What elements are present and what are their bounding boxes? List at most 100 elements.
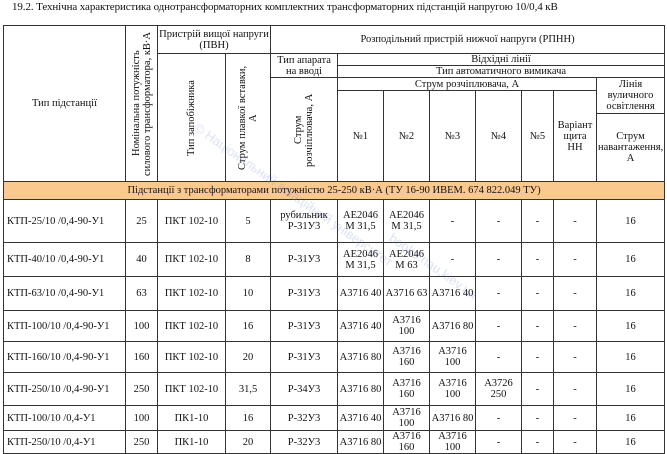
- cell-type: КТП-63/10 /0,4-90-У1: [3, 276, 126, 311]
- cell-line-5: -: [521, 242, 554, 277]
- table-row: КТП-63/10 /0,4-90-У1 63 ПКТ 102-10 10 Р-31У3…: [3, 276, 666, 311]
- table-title: 19.2. Технічна характеристика однотрансф…: [12, 1, 558, 13]
- cell-type: КТП-160/10 /0,4-90-У1: [3, 341, 126, 373]
- cell-input-apparatus: Р-32У3: [270, 405, 338, 431]
- table-row: КТП-100/10 /0,4-90-У1 100 ПКТ 102-10 16 Р-31…: [3, 310, 666, 342]
- cell-panel-variant: -: [553, 310, 597, 342]
- cell-power: 100: [125, 310, 158, 342]
- cell-input-apparatus: Р-31У3: [270, 310, 338, 342]
- cell-line-1: А3716 80: [337, 372, 384, 406]
- cell-line-3: А3716 80: [429, 310, 476, 342]
- cell-line-5: -: [521, 276, 554, 311]
- cell-line-3: -: [429, 199, 476, 243]
- cell-load-current: 16: [595, 199, 666, 243]
- cell-panel-variant: -: [553, 430, 597, 454]
- cell-power: 25: [125, 199, 158, 243]
- header-input-apparatus: Тип апарата на вводі: [270, 53, 338, 78]
- cell-line-2: А3716 63: [383, 276, 430, 311]
- header-n4: №4: [475, 90, 522, 182]
- table-row: КТП-250/10 /0,4-90-У1 250 ПКТ 102-10 31,5 Р-…: [3, 372, 666, 406]
- header-rpnn: Розподільний пристрій нижчої напруги (РП…: [269, 25, 666, 54]
- cell-load-current: 16: [595, 405, 666, 431]
- table-row: КТП-40/10 /0,4-90-У1 40 ПКТ 102-10 8 Р-31У3 А…: [3, 242, 666, 277]
- cell-panel-variant: -: [553, 341, 597, 373]
- cell-panel-variant: -: [553, 199, 597, 243]
- cell-power: 250: [125, 430, 158, 454]
- cell-load-current: 16: [595, 372, 666, 406]
- cell-line-5: -: [521, 341, 554, 373]
- cell-panel-variant: -: [553, 372, 597, 406]
- header-type: Тип підстанції: [3, 25, 126, 182]
- cell-input-apparatus: Р-32У3: [270, 430, 338, 454]
- cell-power: 250: [125, 372, 158, 406]
- header-release-current-input: Струм розчіплювача, А: [270, 77, 338, 182]
- cell-fuse-current: 20: [225, 430, 271, 454]
- section-band: Підстанції з трансформаторами потужністю…: [2, 181, 666, 200]
- cell-input-apparatus: Р-31У3: [270, 341, 338, 373]
- header-load-current: Струм навантаження, А: [595, 113, 666, 182]
- cell-line-5: -: [521, 199, 554, 243]
- cell-fuse-current: 20: [225, 341, 271, 373]
- cell-panel-variant: -: [553, 276, 597, 311]
- cell-line-4: -: [475, 341, 522, 373]
- cell-line-2: АЕ2046 М 63: [383, 242, 430, 277]
- cell-line-1: А3716 80: [337, 341, 384, 373]
- cell-line-1: А3716 80: [337, 430, 384, 454]
- cell-power: 63: [125, 276, 158, 311]
- cell-panel-variant: -: [553, 405, 597, 431]
- cell-load-current: 16: [595, 242, 666, 277]
- cell-load-current: 16: [595, 430, 666, 454]
- cell-fuse-current: 16: [225, 405, 271, 431]
- cell-fuse-type: ПКТ 102-10: [157, 341, 226, 373]
- cell-fuse-type: ПК1-10: [157, 405, 226, 431]
- header-pvn: Пристрій вищої напруги (ПВН): [157, 25, 271, 54]
- cell-fuse-type: ПКТ 102-10: [157, 199, 226, 243]
- cell-line-3: А3716 100: [429, 341, 476, 373]
- cell-panel-variant: -: [553, 242, 597, 277]
- header-fuse-current: Струм плавкої вставки, А: [225, 53, 271, 182]
- cell-line-3: А3716 100: [429, 430, 476, 454]
- cell-line-4: -: [475, 310, 522, 342]
- table-row: КТП-250/10 /0,4-У1 250 ПК1-10 20 Р-32У3 А3716…: [3, 430, 666, 454]
- cell-fuse-current: 31,5: [225, 372, 271, 406]
- cell-type: КТП-25/10 /0,4-90-У1: [3, 199, 126, 243]
- cell-fuse-current: 10: [225, 276, 271, 311]
- cell-line-5: -: [521, 310, 554, 342]
- cell-line-2: А3716 100: [383, 310, 430, 342]
- header-breaker-type: Тип автоматичного вимикача: [336, 65, 666, 78]
- cell-input-apparatus: Р-31У3: [270, 276, 338, 311]
- cell-line-2: А3716 160: [383, 430, 430, 454]
- cell-line-5: -: [521, 405, 554, 431]
- cell-type: КТП-100/10 /0,4-У1: [3, 405, 126, 431]
- cell-load-current: 16: [595, 276, 666, 311]
- table-row: КТП-25/10 /0,4-90-У1 25 ПКТ 102-10 5 рубильн…: [3, 199, 666, 243]
- cell-line-5: -: [521, 372, 554, 406]
- cell-line-2: А3716 160: [383, 372, 430, 406]
- cell-line-4: -: [475, 405, 522, 431]
- cell-load-current: 16: [595, 341, 666, 373]
- cell-line-5: -: [521, 430, 554, 454]
- cell-line-1: АЕ2046 М 31,5: [337, 199, 384, 243]
- header-release-current: Струм розчіплювача, А: [337, 77, 597, 91]
- cell-line-3: А3716 40: [429, 276, 476, 311]
- cell-line-3: А3716 80: [429, 405, 476, 431]
- cell-fuse-type: ПКТ 102-10: [157, 242, 226, 277]
- header-street-light: Лінія вуличного освітлення: [595, 77, 666, 114]
- header-n2: №2: [383, 90, 430, 182]
- cell-type: КТП-250/10 /0,4-У1: [3, 430, 126, 454]
- cell-type: КТП-100/10 /0,4-90-У1: [3, 310, 126, 342]
- cell-line-2: АЕ2046 М 31,5: [383, 199, 430, 243]
- header-n5: №5: [521, 90, 554, 182]
- cell-fuse-type: ПКТ 102-10: [157, 372, 226, 406]
- header-n3: №3: [429, 90, 476, 182]
- cell-fuse-type: ПК1-10: [157, 430, 226, 454]
- cell-line-4: А3726 250: [475, 372, 522, 406]
- header-outgoing: Відхідні лінії: [336, 53, 666, 66]
- table-row: КТП-100/10 /0,4-У1 100 ПК1-10 16 Р-32У3 А3716…: [3, 405, 666, 431]
- cell-fuse-type: ПКТ 102-10: [157, 276, 226, 311]
- cell-line-1: А3716 40: [337, 310, 384, 342]
- header-n1: №1: [337, 90, 384, 182]
- cell-line-3: -: [429, 242, 476, 277]
- cell-input-apparatus: Р-31У3: [270, 242, 338, 277]
- cell-fuse-current: 5: [225, 199, 271, 243]
